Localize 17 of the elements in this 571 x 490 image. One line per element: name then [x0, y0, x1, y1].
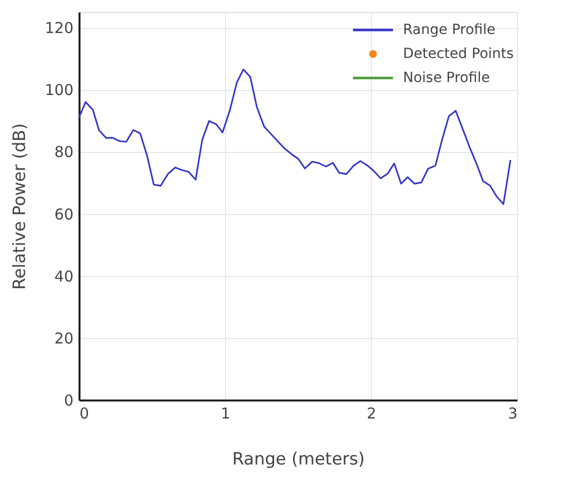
y-tick-label: 120	[44, 19, 74, 38]
y-axis-title: Relative Power (dB)	[10, 123, 30, 290]
legend-label: Noise Profile	[403, 70, 490, 86]
y-tick-label: 40	[54, 267, 74, 286]
legend-label: Detected Points	[403, 46, 514, 62]
y-tick-label: 80	[54, 143, 74, 162]
x-tick-label: 1	[220, 404, 230, 422]
x-tick-label: 0	[80, 404, 90, 422]
y-tick-label: 20	[54, 329, 74, 348]
x-tick-label: 2	[366, 404, 376, 422]
line-series	[78, 68, 512, 205]
legend-label: Range Profile	[403, 22, 496, 38]
y-tick-label: 100	[44, 81, 74, 100]
y-tick-label: 0	[64, 392, 74, 410]
y-tick-label: 60	[54, 205, 74, 224]
x-axis-title: Range (meters)	[232, 450, 365, 470]
x-tick-label: 3	[508, 404, 518, 422]
